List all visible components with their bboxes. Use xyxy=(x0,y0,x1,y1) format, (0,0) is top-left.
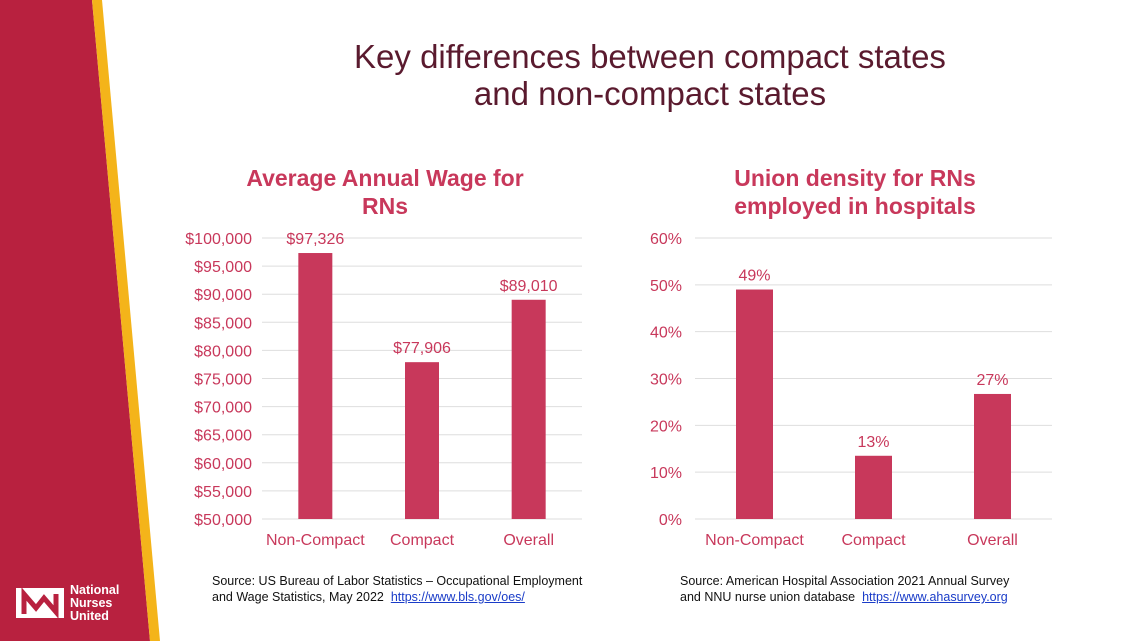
wage-source-line-2: and Wage Statistics, May 2022 https://ww… xyxy=(212,590,525,604)
union-data-label: 27% xyxy=(976,372,1008,389)
nnu-logo-mark xyxy=(16,587,64,619)
wage-y-tick-label: $95,000 xyxy=(194,259,252,276)
union-category-label: Overall xyxy=(967,532,1018,549)
union-y-tick-label: 10% xyxy=(650,465,682,482)
slide-title-line-1: Key differences between compact states xyxy=(354,38,946,75)
wage-chart-title: Average Annual Wage for RNs xyxy=(200,164,570,220)
wage-bar-non-compact xyxy=(298,253,333,519)
wage-y-tick-label: $85,000 xyxy=(194,315,252,332)
wage-bar-compact xyxy=(405,362,439,519)
wage-data-label: $77,906 xyxy=(393,340,451,357)
wage-y-tick-label: $70,000 xyxy=(194,400,252,417)
logo-line-1: National xyxy=(70,583,120,597)
wage-category-label: Non-Compact xyxy=(266,532,365,549)
wage-source-line-1: Source: US Bureau of Labor Statistics – … xyxy=(212,574,583,588)
union-chart-title: Union density for RNs employed in hospit… xyxy=(680,164,1030,220)
union-category-label: Non-Compact xyxy=(705,532,804,549)
wage-category-label: Compact xyxy=(390,532,455,549)
wage-y-tick-label: $75,000 xyxy=(194,372,252,389)
logo-line-2: Nurses xyxy=(70,596,113,610)
union-y-tick-label: 30% xyxy=(650,372,682,389)
union-y-tick-label: 60% xyxy=(650,231,682,248)
nnu-logo: National Nurses United xyxy=(16,584,156,624)
union-data-label: 49% xyxy=(738,268,770,285)
union-y-tick-label: 50% xyxy=(650,278,682,295)
slide-title: Key differences between compact states a… xyxy=(160,38,1140,112)
union-source-note: Source: American Hospital Association 20… xyxy=(680,573,1100,605)
wage-chart-title-line-1: Average Annual Wage for xyxy=(246,165,524,191)
union-bar-compact xyxy=(855,455,892,519)
union-y-tick-label: 20% xyxy=(650,418,682,435)
logo-line-3: United xyxy=(70,609,109,623)
wage-y-tick-label: $60,000 xyxy=(194,456,252,473)
wage-data-label: $97,326 xyxy=(286,231,344,248)
union-data-label: 13% xyxy=(857,434,889,451)
wage-y-tick-label: $90,000 xyxy=(194,287,252,304)
union-chart-title-line-2: employed in hospitals xyxy=(734,193,976,219)
bls-link[interactable]: https://www.bls.gov/oes/ xyxy=(390,590,525,604)
wage-y-tick-label: $100,000 xyxy=(185,231,252,248)
wage-chart-title-line-2: RNs xyxy=(361,193,408,219)
wage-category-label: Overall xyxy=(503,532,554,549)
wage-y-tick-label: $55,000 xyxy=(194,484,252,501)
sidebar-decoration xyxy=(0,0,160,641)
union-bar-non-compact xyxy=(736,289,773,519)
aha-link[interactable]: https://www.ahasurvey.org xyxy=(862,590,1008,604)
wage-y-tick-label: $50,000 xyxy=(194,512,252,529)
wage-source-note: Source: US Bureau of Labor Statistics – … xyxy=(212,573,632,605)
union-bar-overall xyxy=(974,393,1011,519)
wage-y-tick-label: $65,000 xyxy=(194,428,252,445)
wage-bar-overall xyxy=(511,299,546,519)
union-y-tick-label: 0% xyxy=(659,512,682,529)
union-source-line-1: Source: American Hospital Association 20… xyxy=(680,574,1010,588)
union-y-tick-label: 40% xyxy=(650,325,682,342)
union-source-line-2: and NNU nurse union database https://www… xyxy=(680,590,1008,604)
slide-title-line-2: and non-compact states xyxy=(473,75,827,112)
wage-data-label: $89,010 xyxy=(500,278,558,295)
sidebar-red-band xyxy=(0,0,150,641)
wage-y-tick-label: $80,000 xyxy=(194,343,252,360)
union-category-label: Compact xyxy=(841,532,906,549)
union-chart-title-line-1: Union density for RNs xyxy=(734,165,976,191)
sidebar-gold-stripe xyxy=(92,0,160,641)
